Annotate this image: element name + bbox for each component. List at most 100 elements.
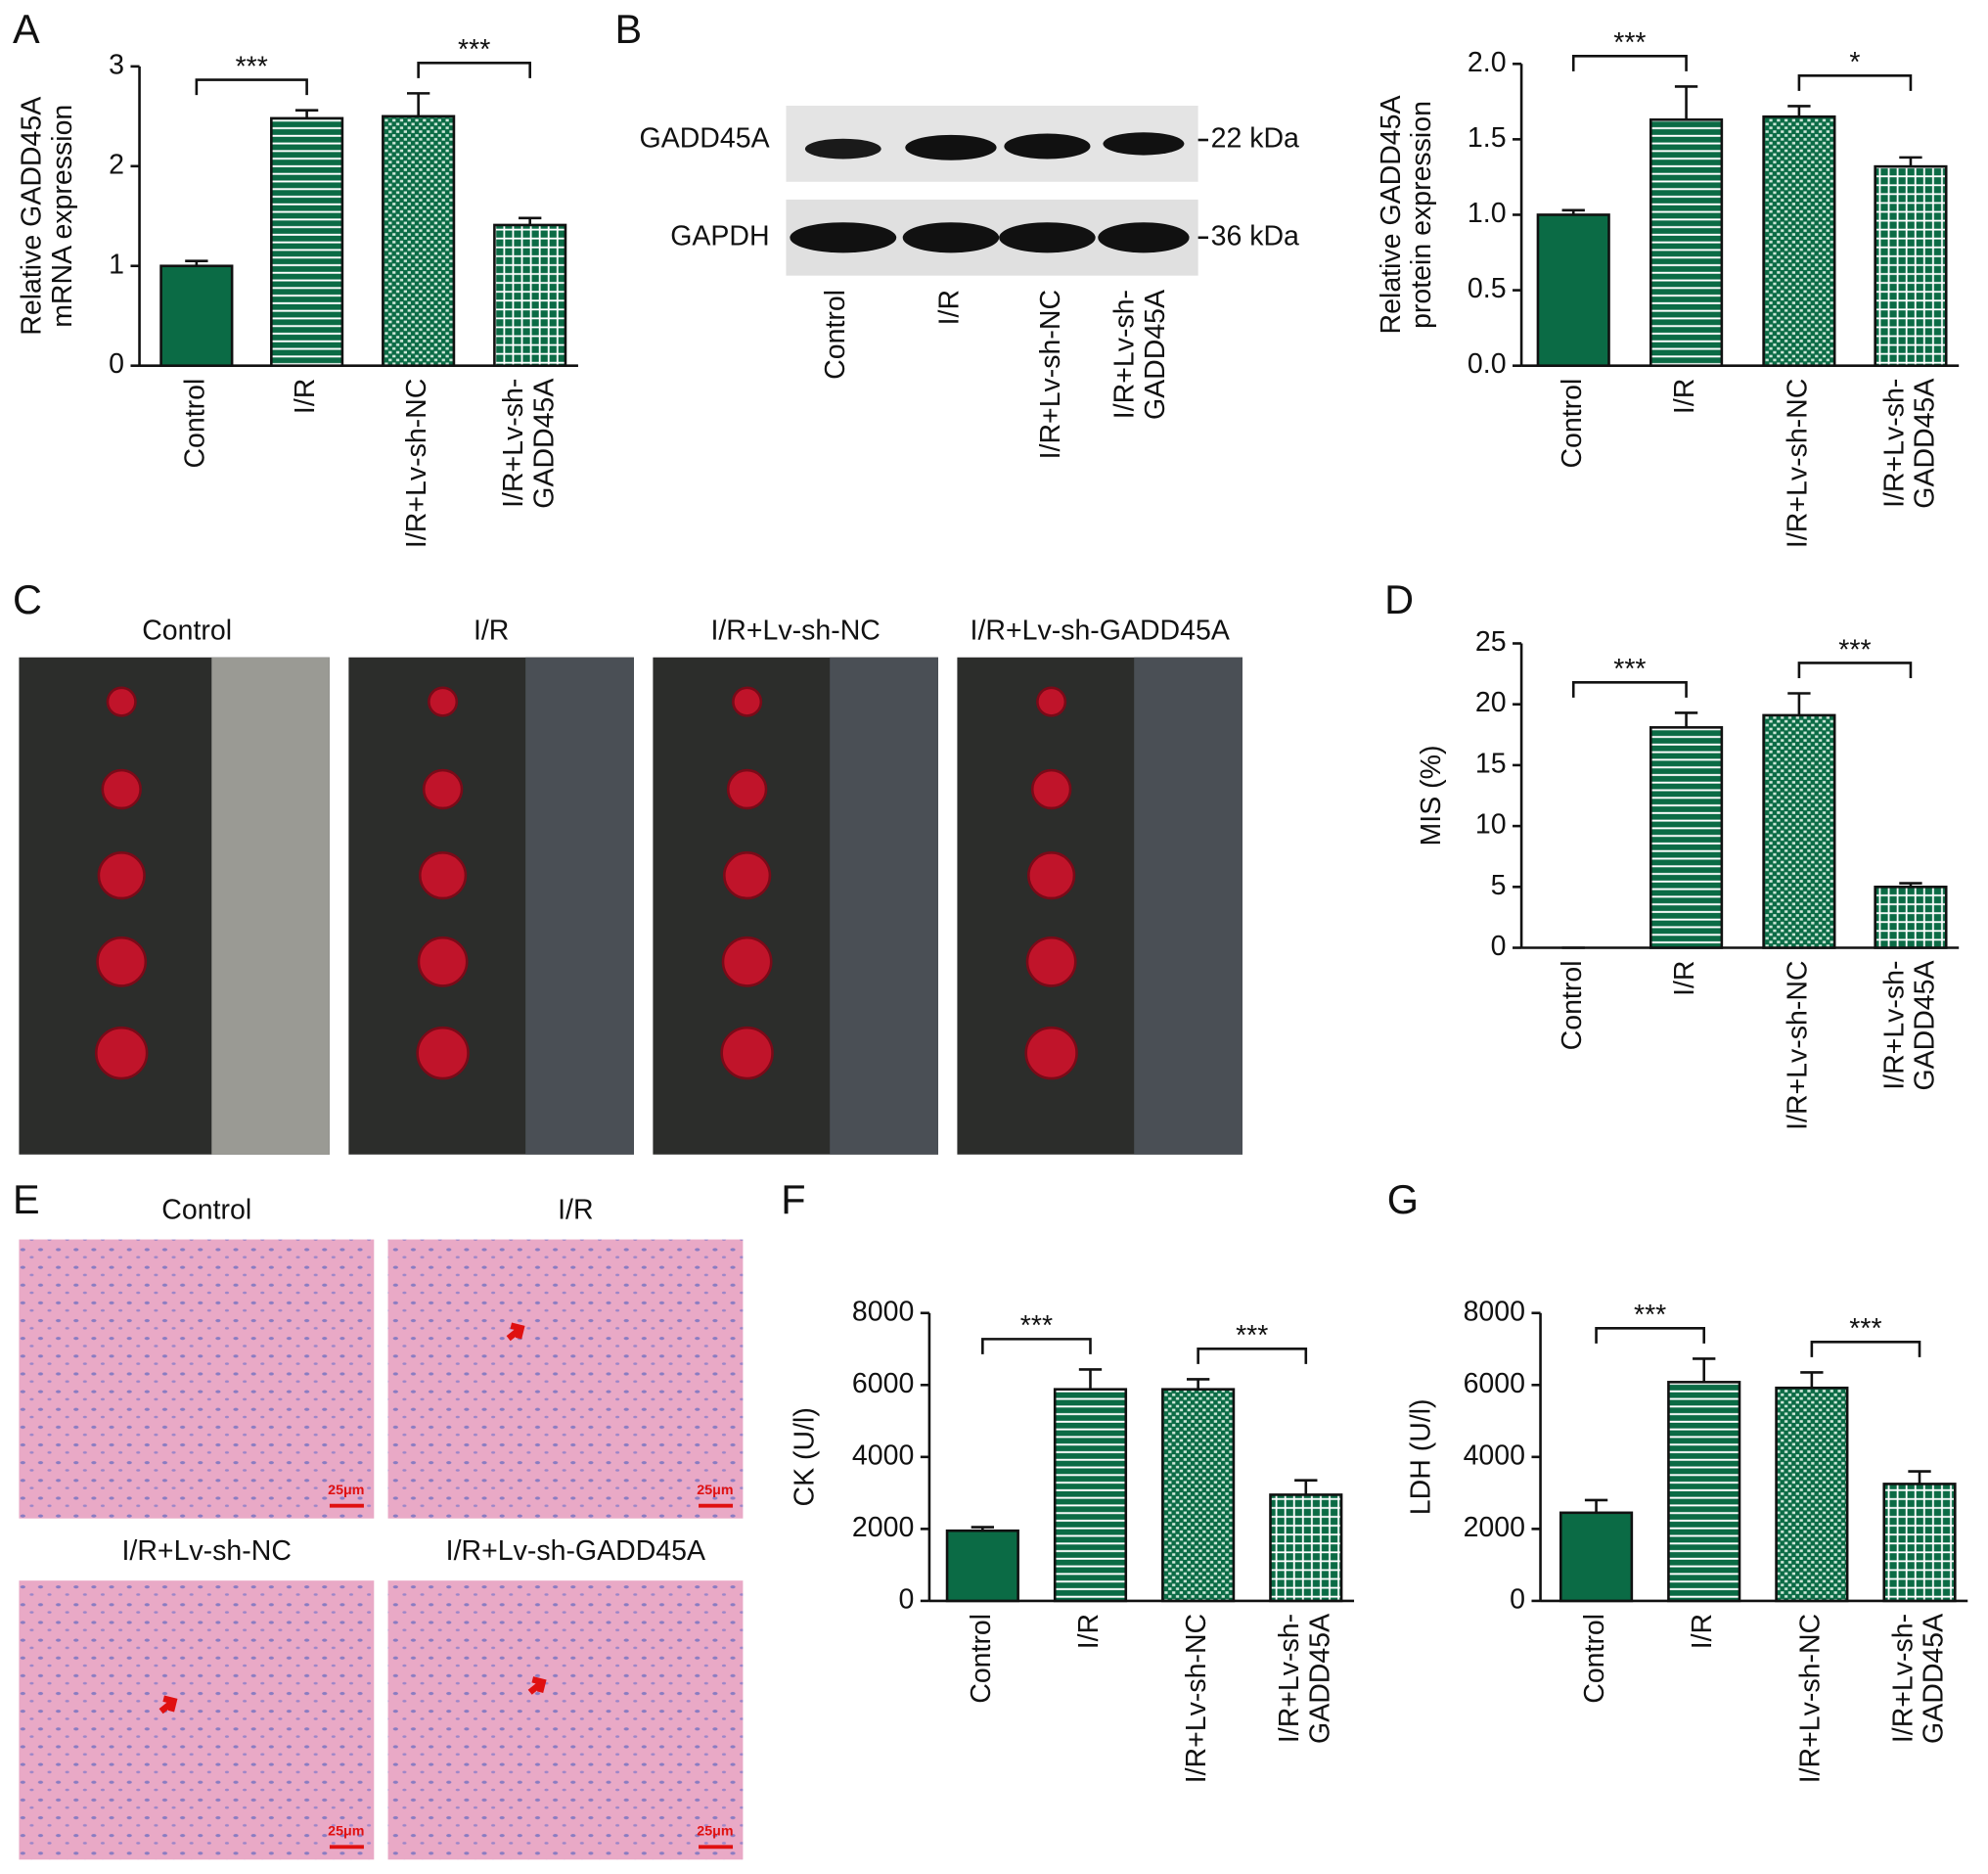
y-tick-label: 8000 xyxy=(852,1296,914,1327)
x-tick-label: I/R+Lv-sh-GADD45A xyxy=(1878,379,1940,509)
significance-label: *** xyxy=(1634,1300,1666,1331)
error-bar xyxy=(1674,711,1698,728)
heart-slice xyxy=(1025,936,1077,987)
heart-slice xyxy=(97,851,146,900)
arrow xyxy=(158,1695,178,1714)
y-tick-label: 0 xyxy=(1510,1583,1525,1615)
scale-bar-label: 25μm xyxy=(328,1483,364,1498)
bar xyxy=(1762,713,1836,949)
heart-slice xyxy=(732,686,763,717)
x-tick-label: I/R xyxy=(1669,960,1700,995)
histology-image xyxy=(387,1239,744,1519)
bar xyxy=(1874,886,1948,949)
y-tick-label: 4000 xyxy=(1464,1440,1525,1471)
x-tick-label: I/R+Lv-sh-NC xyxy=(1782,379,1813,548)
significance-bracket xyxy=(195,78,308,96)
y-tick-label: 0.0 xyxy=(1468,348,1507,380)
error-bar xyxy=(1584,1498,1608,1513)
y-tick-label: 6000 xyxy=(852,1368,914,1399)
bar xyxy=(1882,1483,1957,1603)
y-tick-label: 2000 xyxy=(1464,1512,1525,1543)
heart-slice xyxy=(101,768,142,810)
panel-letter: E xyxy=(13,1176,40,1222)
error-bar xyxy=(1787,105,1811,117)
lane-label: I/R xyxy=(933,290,965,325)
bar xyxy=(1762,114,1836,367)
heart-slice xyxy=(1030,768,1072,810)
y-axis-label: LDH (U/l) xyxy=(1406,1398,1437,1515)
x-tick-label: I/R+Lv-sh-NC xyxy=(1794,1614,1826,1783)
bar xyxy=(945,1529,1019,1603)
heart-slice xyxy=(417,936,469,987)
y-axis-label: CK (U/l) xyxy=(790,1407,821,1506)
error-bar xyxy=(1561,208,1585,215)
bar xyxy=(270,116,344,367)
bar xyxy=(1649,726,1724,949)
significance-label: *** xyxy=(1838,634,1871,665)
error-bar xyxy=(185,259,208,266)
y-tick-label: 25 xyxy=(1475,626,1507,658)
y-tick-label: 8000 xyxy=(1464,1296,1525,1327)
blot-protein: GADD45A xyxy=(640,123,770,155)
blot-size: 36 kDa xyxy=(1211,220,1299,251)
error-bar xyxy=(1674,85,1698,120)
y-tick-label: 0 xyxy=(1491,931,1507,962)
x-tick-label: I/R+Lv-sh-GADD45A xyxy=(498,379,560,509)
significance-bracket xyxy=(1571,54,1688,71)
error-bar xyxy=(1899,882,1922,888)
bar xyxy=(1269,1493,1343,1603)
x-tick-label: I/R+Lv-sh-GADD45A xyxy=(1887,1614,1949,1744)
ruler xyxy=(211,657,330,1155)
heart-slice xyxy=(94,1026,149,1080)
y-tick-label: 1 xyxy=(109,249,124,280)
significance-label: *** xyxy=(458,34,490,66)
scale-bar-label: 25μm xyxy=(697,1483,733,1498)
blot-size: 22 kDa xyxy=(1211,123,1299,155)
significance-bracket xyxy=(1197,1348,1308,1364)
scale-bar-label: 25μm xyxy=(697,1824,733,1840)
arrow xyxy=(506,1322,525,1342)
error-bar xyxy=(1908,1470,1931,1485)
lane-label: Control xyxy=(820,290,851,380)
y-tick-label: 1.0 xyxy=(1468,198,1507,229)
y-tick-label: 10 xyxy=(1475,809,1507,841)
significance-bracket xyxy=(1797,662,1913,678)
significance-label: *** xyxy=(1849,1313,1881,1345)
heart-slice xyxy=(422,768,464,810)
bar xyxy=(493,223,567,367)
heart-slice xyxy=(721,936,773,987)
bar xyxy=(1775,1386,1849,1603)
panel-letter: G xyxy=(1387,1176,1419,1222)
histology-image xyxy=(19,1580,375,1860)
x-tick-label: I/R xyxy=(1669,379,1700,414)
x-tick-label: I/R xyxy=(1073,1614,1105,1649)
y-tick-label: 2000 xyxy=(852,1512,914,1543)
error-bar xyxy=(1078,1368,1103,1390)
x-tick-label: I/R+Lv-sh-NC xyxy=(1782,960,1813,1129)
error-bar xyxy=(294,109,319,118)
lane-label: I/R+Lv-sh-GADD45A xyxy=(1108,290,1170,420)
error-bar xyxy=(971,1526,994,1531)
blot-bands xyxy=(790,132,1190,253)
arrow xyxy=(527,1676,547,1695)
bar xyxy=(1667,1381,1741,1603)
y-axis-label: Relative GADD45Aprotein expression xyxy=(1375,96,1436,335)
error-bar xyxy=(1294,1479,1318,1495)
bar xyxy=(1559,1511,1634,1603)
photo-title: I/R+Lv-sh-NC xyxy=(710,615,880,646)
heart-slice xyxy=(720,1026,774,1080)
error-bar xyxy=(1899,156,1922,167)
heart-slice xyxy=(726,768,768,810)
significance-bracket xyxy=(1797,74,1913,91)
panel-letter: F xyxy=(781,1176,805,1222)
y-tick-label: 4000 xyxy=(852,1440,914,1471)
x-tick-label: I/R xyxy=(290,379,321,414)
y-tick-label: 15 xyxy=(1475,748,1507,779)
x-tick-label: Control xyxy=(966,1614,997,1704)
panel-letter: B xyxy=(615,6,643,52)
scale-bar-label: 25μm xyxy=(328,1824,364,1840)
bar xyxy=(382,114,456,367)
x-tick-label: Control xyxy=(1557,960,1588,1050)
